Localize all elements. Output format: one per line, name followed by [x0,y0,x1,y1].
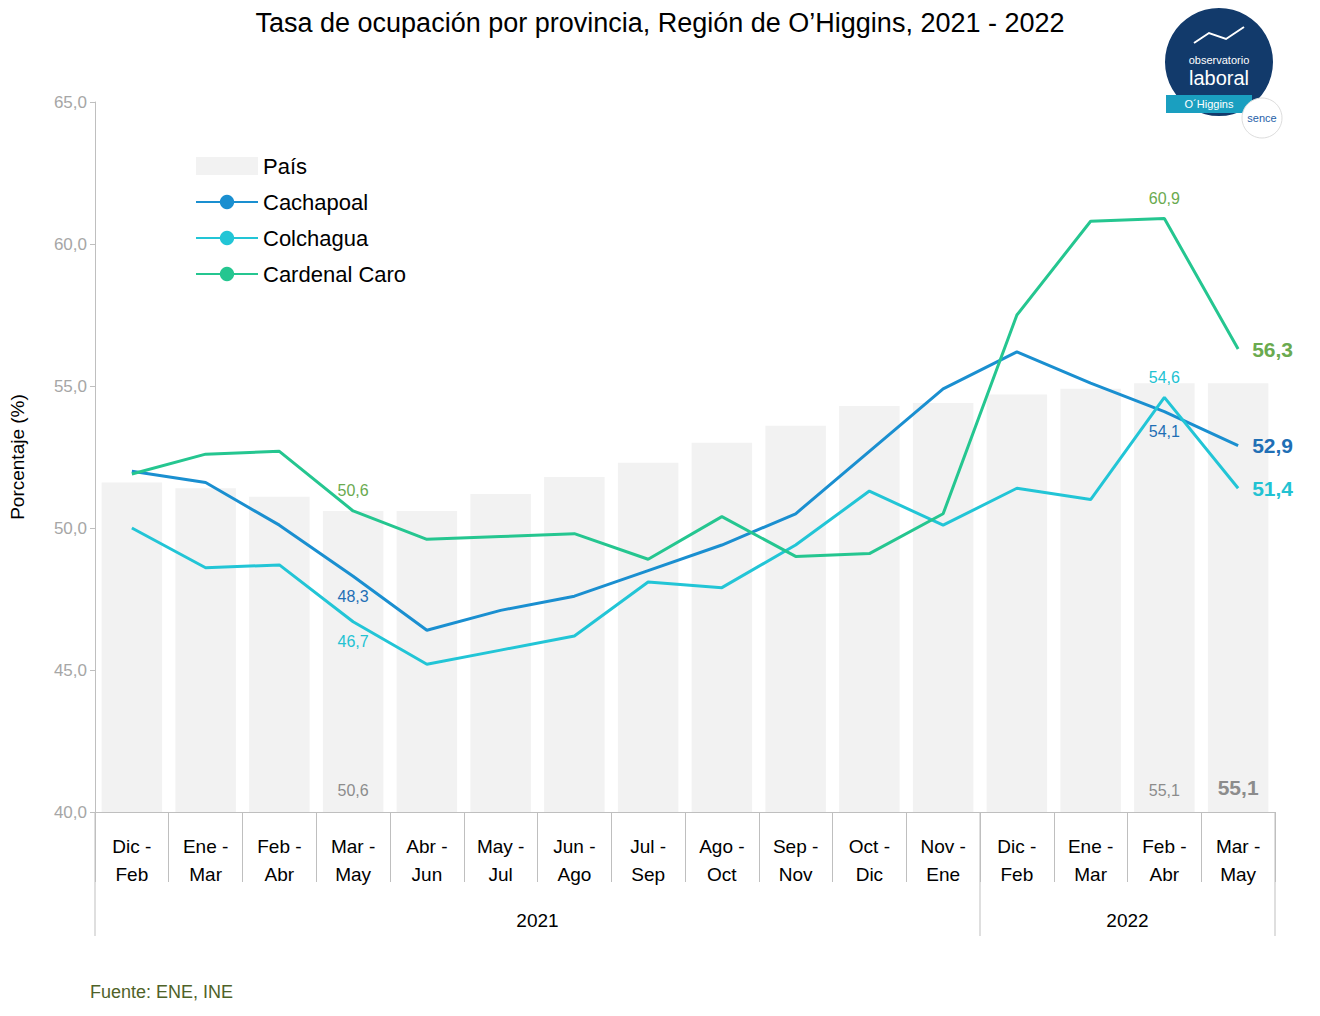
svg-text:51,4: 51,4 [1252,477,1293,500]
svg-text:Feb -: Feb - [257,836,301,857]
svg-text:laboral: laboral [1189,67,1249,89]
svg-text:55,1: 55,1 [1218,776,1259,799]
svg-text:Ene -: Ene - [183,836,228,857]
svg-text:Dic: Dic [856,864,883,885]
svg-text:O´Higgins: O´Higgins [1185,98,1234,110]
svg-text:40,0: 40,0 [54,803,87,822]
svg-text:Mar -: Mar - [1216,836,1260,857]
svg-text:Abr: Abr [265,864,295,885]
svg-text:52,9: 52,9 [1252,434,1293,457]
svg-text:May: May [335,864,371,885]
svg-text:2022: 2022 [1106,910,1148,931]
svg-text:46,7: 46,7 [338,633,369,650]
svg-text:Cardenal Caro: Cardenal Caro [263,262,406,287]
svg-text:Ago: Ago [557,864,591,885]
svg-text:48,3: 48,3 [338,588,369,605]
svg-text:Colchagua: Colchagua [263,226,369,251]
svg-text:Sep: Sep [631,864,665,885]
svg-text:55,1: 55,1 [1149,782,1180,799]
svg-text:45,0: 45,0 [54,661,87,680]
svg-text:Sep -: Sep - [773,836,818,857]
svg-text:Abr -: Abr - [406,836,447,857]
svg-text:Ago -: Ago - [699,836,744,857]
svg-text:Ene -: Ene - [1068,836,1113,857]
svg-text:50,6: 50,6 [338,782,369,799]
svg-text:Oct -: Oct - [849,836,890,857]
svg-text:Ene: Ene [926,864,960,885]
svg-text:50,6: 50,6 [338,482,369,499]
svg-text:Jun: Jun [412,864,443,885]
svg-text:País: País [263,154,307,179]
svg-text:Jul -: Jul - [630,836,666,857]
svg-text:60,0: 60,0 [54,235,87,254]
svg-text:Dic -: Dic - [997,836,1036,857]
svg-text:2021: 2021 [516,910,558,931]
svg-text:60,9: 60,9 [1149,190,1180,207]
svg-text:65,0: 65,0 [54,93,87,112]
svg-text:Oct: Oct [707,864,737,885]
svg-text:54,6: 54,6 [1149,369,1180,386]
svg-text:Jun -: Jun - [553,836,595,857]
svg-text:Feb: Feb [116,864,149,885]
svg-text:56,3: 56,3 [1252,338,1293,361]
svg-text:Jul: Jul [488,864,512,885]
svg-text:observatorio: observatorio [1189,54,1250,66]
svg-text:54,1: 54,1 [1149,423,1180,440]
svg-text:Abr: Abr [1150,864,1180,885]
svg-text:Feb: Feb [1001,864,1034,885]
svg-text:55,0: 55,0 [54,377,87,396]
svg-text:Nov -: Nov - [920,836,965,857]
svg-text:Mar: Mar [1074,864,1107,885]
svg-text:May -: May - [477,836,525,857]
svg-text:Dic -: Dic - [112,836,151,857]
svg-text:Porcentaje (%): Porcentaje (%) [7,394,28,520]
svg-text:Fuente: ENE, INE: Fuente: ENE, INE [90,982,233,1002]
svg-text:Nov: Nov [779,864,813,885]
svg-text:May: May [1220,864,1256,885]
svg-text:Mar: Mar [189,864,222,885]
svg-text:Feb -: Feb - [1142,836,1186,857]
svg-text:Tasa de ocupación por provinci: Tasa de ocupación por provincia, Región … [255,8,1064,38]
svg-text:Cachapoal: Cachapoal [263,190,368,215]
svg-text:Mar -: Mar - [331,836,375,857]
svg-text:50,0: 50,0 [54,519,87,538]
svg-text:sence: sence [1247,112,1276,124]
